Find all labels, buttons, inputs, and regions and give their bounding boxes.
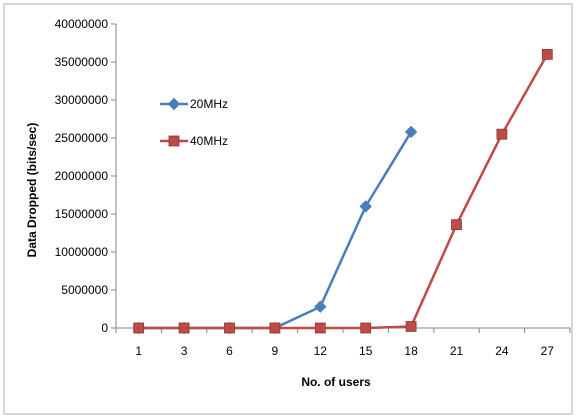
data-point — [314, 300, 327, 313]
x-tick-label: 1 — [135, 344, 142, 358]
y-tick-label: 25000000 — [55, 131, 109, 145]
data-point — [541, 49, 553, 60]
y-tick-label: 30000000 — [55, 93, 109, 107]
data-point — [404, 125, 418, 139]
legend-label: 20MHz — [190, 97, 228, 111]
legend-marker — [168, 135, 180, 147]
data-point — [405, 321, 417, 332]
x-tick-label: 15 — [359, 344, 373, 358]
x-tick-label: 24 — [495, 344, 509, 358]
data-point — [359, 200, 372, 213]
data-point — [496, 128, 508, 140]
legend-item: 20MHz — [160, 97, 228, 111]
data-point — [178, 322, 190, 334]
legend-item: 40MHz — [160, 134, 228, 148]
y-tick-label: 10000000 — [55, 245, 109, 259]
series-line — [138, 53, 549, 330]
x-tick-label: 18 — [404, 344, 418, 358]
data-point — [360, 322, 372, 334]
y-tick-label: 0 — [101, 321, 108, 335]
chart-frame — [3, 3, 573, 415]
series-layer — [132, 49, 553, 335]
y-tick-label: 40000000 — [55, 17, 109, 31]
data-point — [269, 322, 281, 334]
y-axis-title: Data Dropped (bits/sec) — [25, 123, 39, 258]
x-tick-label: 6 — [226, 344, 233, 358]
x-tick-label: 12 — [314, 344, 328, 358]
x-tick-label: 3 — [181, 344, 188, 358]
legend-marker — [167, 97, 181, 111]
data-point — [224, 322, 235, 334]
y-tick-label: 5000000 — [61, 283, 108, 297]
x-axis-title: No. of users — [301, 375, 371, 389]
data-point — [451, 219, 462, 231]
data-point — [314, 322, 326, 334]
x-tick-label: 21 — [450, 344, 464, 358]
data-point — [133, 322, 145, 334]
legend-label: 40MHz — [190, 134, 228, 148]
y-tick-label: 15000000 — [55, 207, 109, 221]
y-tick-label: 35000000 — [55, 55, 109, 69]
legend: 20MHz 40MHz — [160, 97, 228, 148]
y-axis: 0 5000000 10000000 15000000 20000000 25000000… — [55, 17, 117, 335]
y-tick-label: 20000000 — [55, 169, 109, 183]
x-tick-label: 9 — [272, 344, 279, 358]
x-tick-label: 27 — [541, 344, 555, 358]
series-40mhz — [133, 49, 553, 334]
